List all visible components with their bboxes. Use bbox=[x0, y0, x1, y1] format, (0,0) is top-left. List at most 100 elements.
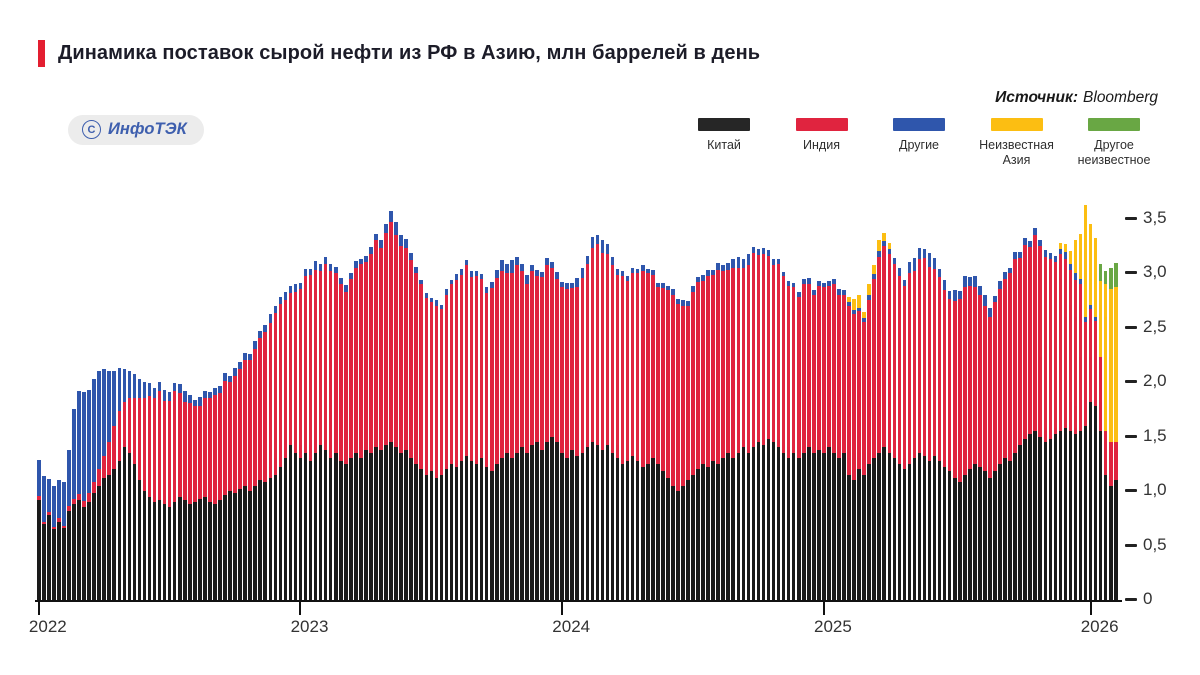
bar-week bbox=[726, 263, 731, 600]
bar-week bbox=[464, 259, 469, 600]
bar-week bbox=[560, 281, 564, 600]
logo-text: ИнфоТЭК bbox=[108, 120, 187, 138]
bar-week bbox=[263, 325, 268, 600]
legend-swatch bbox=[698, 118, 750, 131]
y-tick-label: 1,5 bbox=[1143, 425, 1167, 445]
bar-week bbox=[57, 480, 61, 600]
bar-week bbox=[323, 256, 328, 600]
bar-week bbox=[484, 287, 489, 600]
bar-week bbox=[369, 246, 373, 600]
bar-week bbox=[650, 269, 655, 600]
bar-week bbox=[419, 279, 424, 600]
bar-week bbox=[52, 485, 56, 600]
bar-week bbox=[983, 294, 987, 600]
bar-week bbox=[343, 285, 348, 600]
bar-week bbox=[459, 268, 464, 600]
bar-week bbox=[1083, 205, 1088, 600]
bar-week bbox=[313, 261, 318, 600]
bar-week bbox=[469, 270, 474, 600]
bar-week bbox=[912, 257, 917, 600]
bar-week bbox=[318, 264, 323, 600]
bar-week bbox=[736, 256, 741, 600]
bar-week bbox=[842, 290, 846, 600]
bar-week bbox=[1038, 240, 1043, 600]
bar-week bbox=[947, 290, 952, 600]
bar-week bbox=[1093, 238, 1098, 600]
y-tick-mark bbox=[1125, 216, 1137, 220]
bar-week bbox=[364, 255, 368, 600]
plot-bars bbox=[37, 200, 1119, 600]
bar-week bbox=[862, 312, 866, 600]
bar-week bbox=[394, 221, 398, 600]
bar-week bbox=[1013, 252, 1017, 600]
bar-week bbox=[907, 262, 912, 600]
header: Динамика поставок сырой нефти из РФ в Аз… bbox=[38, 40, 760, 67]
bar-week bbox=[374, 233, 378, 600]
bar-week bbox=[620, 270, 625, 600]
legend-label: Китай bbox=[707, 138, 741, 152]
bar-week bbox=[137, 378, 142, 600]
bar-week bbox=[47, 479, 51, 600]
bar-week bbox=[147, 383, 152, 600]
legend-item: Китай bbox=[678, 118, 770, 168]
bar-week bbox=[756, 249, 761, 600]
bar-week bbox=[288, 286, 293, 600]
bar-week bbox=[107, 371, 112, 600]
bar-week bbox=[837, 289, 841, 600]
bar-week bbox=[1113, 263, 1118, 600]
x-tick-label: 2025 bbox=[813, 617, 852, 636]
bar-week bbox=[444, 289, 449, 600]
bar-week bbox=[812, 290, 816, 600]
legend-swatch bbox=[893, 118, 945, 131]
bar-week bbox=[1033, 228, 1038, 600]
bar-week bbox=[555, 272, 559, 600]
bar-week bbox=[409, 253, 413, 600]
bar-week bbox=[998, 280, 1002, 600]
bar-week bbox=[857, 294, 861, 600]
bar-week bbox=[640, 265, 645, 600]
bar-week bbox=[721, 265, 726, 600]
bar-week bbox=[932, 257, 937, 600]
bar-week bbox=[993, 295, 997, 600]
bar-week bbox=[454, 274, 459, 600]
bar-week bbox=[585, 255, 590, 600]
bar-week bbox=[213, 387, 217, 600]
y-tick-mark bbox=[1125, 380, 1137, 383]
bar-week bbox=[706, 269, 710, 600]
bar-week bbox=[82, 391, 86, 600]
legend-label: Неизвестная Азия bbox=[979, 138, 1054, 167]
x-tick-mark bbox=[822, 602, 825, 615]
bar-week bbox=[1088, 223, 1093, 600]
bar-week bbox=[328, 264, 333, 600]
bar-week bbox=[520, 264, 524, 600]
bar-week bbox=[223, 373, 227, 600]
x-tick-mark bbox=[1089, 602, 1092, 615]
bar-week bbox=[882, 232, 887, 600]
bar-week bbox=[741, 258, 746, 600]
source-line: Источник: Bloomberg bbox=[995, 89, 1158, 107]
bar-week bbox=[711, 269, 715, 600]
y-tick-label: 2,0 bbox=[1143, 371, 1167, 390]
bar-week bbox=[877, 240, 882, 600]
bar-week bbox=[72, 409, 76, 600]
legend: Китай Индия Другие Неизвестная Азия Другое н… bbox=[678, 118, 1160, 168]
y-tick-label: 0,5 bbox=[1143, 534, 1167, 554]
bar-week bbox=[1063, 243, 1068, 600]
bar-week bbox=[1058, 243, 1063, 600]
bar-week bbox=[278, 297, 283, 600]
bar-week bbox=[625, 276, 630, 600]
bar-week bbox=[399, 234, 403, 600]
legend-swatch bbox=[990, 118, 1043, 131]
bar-week bbox=[822, 282, 826, 600]
bar-week bbox=[505, 264, 509, 600]
bar-week bbox=[801, 279, 806, 600]
bar-week bbox=[701, 275, 705, 600]
bar-week bbox=[686, 301, 690, 600]
y-tick-mark bbox=[1125, 598, 1137, 601]
bar-week bbox=[696, 277, 700, 600]
bar-week bbox=[952, 290, 957, 600]
bar-week bbox=[132, 374, 137, 600]
bar-week bbox=[187, 395, 192, 600]
y-tick-label: 3,5 bbox=[1143, 207, 1167, 227]
bar-week bbox=[248, 353, 252, 600]
